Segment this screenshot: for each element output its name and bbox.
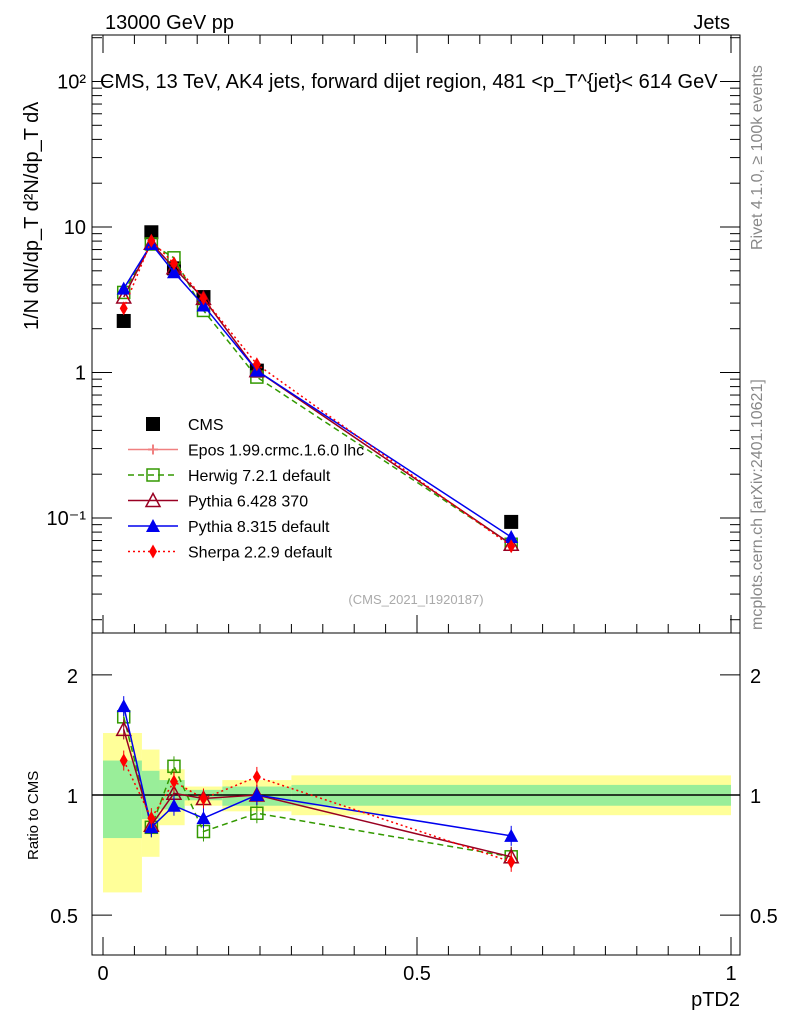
- ratio-y-label: Ratio to CMS: [25, 771, 42, 860]
- legend-marker: [148, 444, 158, 455]
- mcplots-label: mcplots.cern.ch [arXiv:2401.10621]: [749, 379, 766, 630]
- data-point: [147, 233, 156, 248]
- data-point: [199, 291, 208, 306]
- ratio-y-tick-label: 1: [750, 786, 761, 808]
- x-axis-label: pTD2: [691, 989, 740, 1011]
- x-tick-label: 1: [725, 963, 736, 985]
- header-right: Jets: [693, 12, 730, 34]
- data-point: [119, 301, 128, 316]
- legend-marker: [146, 417, 160, 431]
- plot-title: CMS, 13 TeV, AK4 jets, forward dijet reg…: [100, 71, 718, 93]
- ratio-point: [119, 753, 128, 768]
- ratio-series-sherpa: [119, 750, 516, 872]
- series-line: [123, 242, 512, 538]
- data-point: [144, 225, 159, 240]
- y-tick-label: 10²: [57, 72, 86, 94]
- data-point: [166, 265, 181, 279]
- ratio-point: [504, 828, 519, 842]
- watermark: (CMS_2021_I1920187): [348, 592, 483, 607]
- ratio-point: [166, 798, 181, 812]
- series-line: [123, 239, 512, 547]
- legend-label: Sherpa 2.2.9 default: [188, 545, 333, 562]
- y-tick-label: 10: [64, 217, 86, 239]
- ratio-point: [116, 699, 131, 713]
- y-tick-label: 1: [75, 363, 86, 385]
- data-point: [507, 539, 516, 554]
- uncertainty-band-green: [103, 760, 142, 839]
- series-pythia: [115, 234, 520, 552]
- ratio-point: [199, 791, 208, 806]
- ratio-y-tick-label: 0.5: [750, 906, 778, 928]
- data-point: [116, 281, 131, 295]
- rivet-label: Rivet 4.1.0, ≥ 100k events: [749, 65, 766, 250]
- y-tick-label: 10⁻¹: [47, 508, 87, 530]
- data-point: [504, 514, 519, 529]
- legend-entry: Pythia 8.315 default: [128, 519, 330, 536]
- legend-marker: [144, 491, 162, 508]
- ratio-point: [169, 774, 178, 789]
- main-frame: [91, 34, 741, 634]
- ratio-point: [147, 811, 156, 826]
- header-left: 13000 GeV pp: [105, 12, 234, 34]
- legend-entry: Herwig 7.2.1 default: [128, 468, 331, 485]
- ratio-point: [507, 854, 516, 869]
- data-point: [116, 313, 131, 328]
- legend-label: Epos 1.99.crmc.1.6.0 lhc: [188, 443, 364, 460]
- ratio-point: [115, 720, 132, 737]
- series-herwig: [116, 237, 518, 552]
- legend-entry: CMS: [146, 417, 224, 434]
- data-point: [252, 357, 261, 372]
- legend-label: Pythia 6.428 370: [188, 494, 308, 511]
- legend-label: Herwig 7.2.1 default: [188, 468, 331, 485]
- legend-entry: Sherpa 2.2.9 default: [128, 544, 333, 562]
- x-tick-label: 0.5: [403, 963, 431, 985]
- ratio-point: [252, 769, 261, 784]
- ratio-frame: [91, 632, 741, 956]
- ratio-point: [250, 806, 264, 821]
- data-point: [169, 256, 178, 271]
- ratio-y-tick-label: 2: [750, 666, 761, 688]
- legend-marker: [146, 519, 160, 532]
- legend-label: CMS: [188, 417, 224, 434]
- data-point: [504, 530, 519, 544]
- ratio-y-tick-label: 0.5: [50, 906, 78, 928]
- ratio-point: [249, 788, 264, 801]
- y-axis-label: 1/N dN/dp_T d²N/dp_T dλ: [21, 102, 43, 330]
- series-sherpa: [119, 233, 516, 554]
- legend-marker: [149, 544, 157, 559]
- series-pythia: [116, 237, 519, 544]
- ratio-y-tick-label: 2: [67, 666, 78, 688]
- legend-marker: [146, 468, 160, 482]
- legend-entry: Pythia 6.428 370: [128, 491, 308, 511]
- ratio-point: [196, 811, 211, 825]
- legend-entry: Epos 1.99.crmc.1.6.0 lhc: [128, 443, 364, 460]
- x-tick-label: 0: [97, 963, 108, 985]
- legend-label: Pythia 8.315 default: [188, 519, 330, 536]
- ratio-y-tick-label: 1: [67, 786, 78, 808]
